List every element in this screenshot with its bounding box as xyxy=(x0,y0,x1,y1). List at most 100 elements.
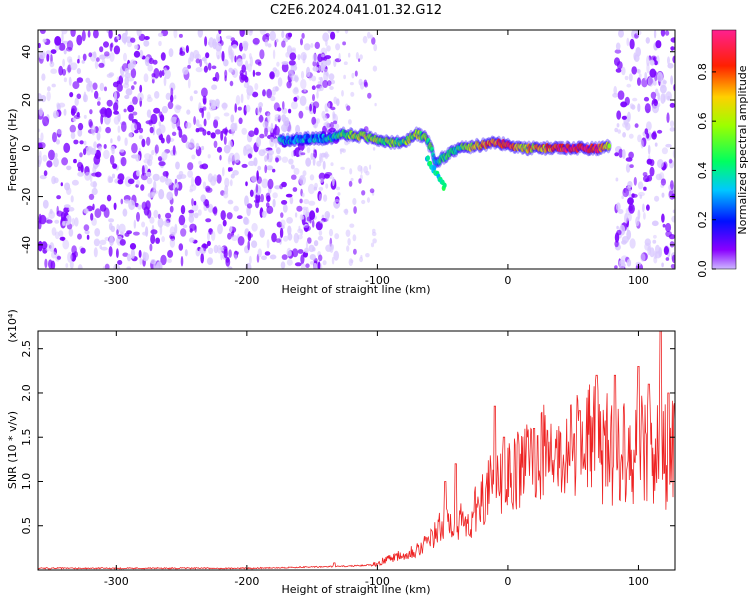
spectrogram-cell xyxy=(53,157,59,168)
spectrogram-cell xyxy=(616,225,619,230)
spectrogram-cell xyxy=(346,105,351,111)
spectrogram-cell xyxy=(259,228,265,238)
spectrogram-cell xyxy=(245,104,251,113)
spectrogram-cell xyxy=(202,98,207,105)
spectrogram-cell xyxy=(180,255,184,267)
spectrogram-cell xyxy=(373,43,378,52)
spectrogram-cell xyxy=(211,230,216,241)
spectrogram-cell xyxy=(288,60,296,66)
spectrogram-cell xyxy=(351,72,355,79)
spectrogram-cell xyxy=(213,140,218,148)
spectrogram-cell xyxy=(189,95,194,102)
spectrogram-cell xyxy=(255,200,260,209)
spectrogram-cell xyxy=(48,149,55,161)
spectrogram-trace-cell xyxy=(426,155,430,161)
spectrogram-cell xyxy=(626,259,632,267)
spectrogram-cell xyxy=(370,34,373,39)
spectrogram-cell xyxy=(287,32,293,38)
spectrogram-cell xyxy=(113,202,117,210)
spectrogram-cell xyxy=(637,181,644,190)
spectrogram-cell xyxy=(66,165,72,171)
spectrogram-cell xyxy=(50,49,57,54)
y-tick-label: -40 xyxy=(20,236,33,254)
spectrogram-cell xyxy=(104,263,110,269)
spectrogram-cell xyxy=(40,95,47,103)
spectrogram-cell xyxy=(134,129,139,134)
spectrogram-cell xyxy=(670,46,675,51)
spectrogram-cell xyxy=(213,244,219,254)
spectrogram-cell xyxy=(257,165,262,171)
spectrogram-cell xyxy=(70,132,76,140)
spectrogram-cell xyxy=(99,239,107,245)
spectrogram-cell xyxy=(625,157,633,162)
spectrogram-cell xyxy=(291,150,295,158)
spectrogram-cell xyxy=(283,235,289,242)
spectrogram-cell xyxy=(285,193,293,198)
spectrogram-cell xyxy=(67,251,73,263)
spectrogram-cell xyxy=(103,144,107,149)
spectrogram-cell xyxy=(223,59,229,67)
spectrogram-cell xyxy=(281,156,289,163)
spectrogram-trace-cell xyxy=(431,152,435,158)
spectrogram-cell xyxy=(372,65,378,72)
spectrogram-cell xyxy=(84,171,91,181)
spectrogram-cell xyxy=(92,51,97,59)
spectrogram-cell xyxy=(303,88,307,92)
spectrogram-cell xyxy=(150,259,156,265)
spectrogram-cell xyxy=(60,182,63,187)
spectrogram-cell xyxy=(661,262,664,268)
spectrogram-cell xyxy=(257,248,262,258)
spectrogram-cell xyxy=(73,114,81,120)
spectrogram-cell xyxy=(98,62,105,68)
spectrogram-cell xyxy=(234,251,239,255)
spectrogram-cell xyxy=(322,80,329,88)
spectrogram-cell xyxy=(69,124,77,133)
spectrogram-cell xyxy=(255,183,259,194)
spectrogram-cell xyxy=(617,209,624,214)
spectrogram-cell xyxy=(363,165,368,174)
spectrogram-cell xyxy=(358,58,361,62)
spectrogram-cell xyxy=(663,246,670,255)
spectrogram-cell xyxy=(97,96,101,101)
spectrogram-cell xyxy=(167,249,174,258)
spectrogram-cell xyxy=(316,160,322,167)
spectrogram-cell xyxy=(624,96,630,106)
spectrogram-cell xyxy=(94,228,101,237)
spectrogram-cell xyxy=(244,70,248,78)
x-tick-label: 100 xyxy=(628,274,649,287)
spectrogram-cell xyxy=(206,111,211,121)
spectrogram-cell xyxy=(646,121,652,131)
spectrogram-cell xyxy=(635,47,641,57)
spectrogram-cell xyxy=(42,154,48,162)
spectrogram-cell xyxy=(191,203,199,212)
spectrogram-cell xyxy=(207,231,210,241)
spectrogram-cell xyxy=(323,194,328,202)
spectrogram-cell xyxy=(120,156,127,167)
spectrogram-cell xyxy=(255,71,261,76)
spectrogram-cell xyxy=(291,174,297,180)
spectrogram-cell xyxy=(307,183,315,195)
spectrogram-cell xyxy=(621,115,628,120)
spectrogram-cell xyxy=(629,164,634,169)
spectrogram-cell xyxy=(73,158,77,164)
spectrogram-cell xyxy=(158,161,166,167)
spectrogram-cell xyxy=(310,261,314,265)
spectrogram-cell xyxy=(151,192,156,196)
x-tick-label: -300 xyxy=(104,575,129,588)
spectrogram-cell xyxy=(228,249,232,258)
spectrogram-cell xyxy=(56,195,61,200)
spectrogram-cell xyxy=(73,139,79,145)
spectrogram-cell xyxy=(160,52,166,61)
spectrogram-cell xyxy=(158,124,166,134)
spectrogram-cell xyxy=(301,215,305,220)
snr-x-axis-label: Height of straight line (km) xyxy=(281,583,430,596)
spectrogram-cell xyxy=(40,30,46,34)
spectrogram-cell xyxy=(285,52,290,58)
spectrogram-cell xyxy=(242,53,246,60)
spectrogram-cell xyxy=(300,78,307,90)
spectrogram-cell xyxy=(274,114,282,120)
spectrogram-cell xyxy=(262,148,269,154)
spectrogram-cell xyxy=(104,86,107,92)
spectrogram-cell xyxy=(77,264,83,269)
spectrogram-cell xyxy=(77,233,82,240)
